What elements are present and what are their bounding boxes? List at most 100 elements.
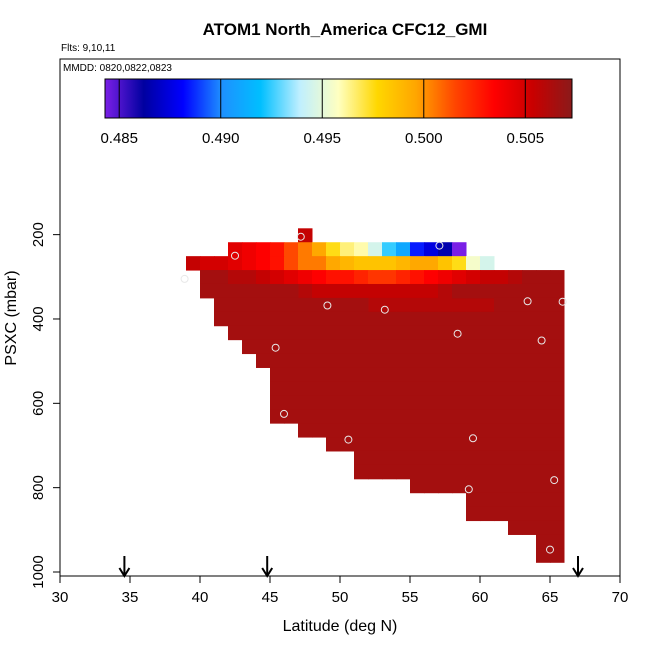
heatmap-cell [382, 325, 397, 341]
heatmap-cell [242, 256, 257, 271]
heatmap-cell [424, 325, 439, 341]
heatmap-cell [298, 283, 313, 299]
heatmap-cell [480, 450, 495, 466]
heatmap-cell [452, 339, 467, 355]
heatmap-cell [340, 270, 355, 285]
heatmap-cell [396, 325, 411, 341]
heatmap-cell [550, 548, 565, 563]
heatmap-cell [522, 492, 537, 508]
heatmap-cell [298, 367, 313, 382]
heatmap-cell [242, 297, 257, 313]
heatmap-cell [550, 409, 565, 424]
heatmap-cell [466, 492, 481, 508]
heatmap-cell [480, 283, 495, 299]
heatmap-cell [396, 409, 411, 424]
heatmap-cell [466, 381, 481, 396]
heatmap-cell [326, 339, 341, 355]
heatmap-cell [228, 256, 243, 271]
flights-note: Flts: 9,10,11 [61, 43, 116, 54]
heatmap-cell [382, 297, 397, 313]
heatmap-cell [494, 395, 509, 410]
heatmap-cell [438, 395, 453, 410]
heatmap-cell [354, 297, 369, 313]
heatmap-cell [354, 256, 369, 271]
chart-title: ATOM1 North_America CFC12_GMI [203, 20, 488, 39]
heatmap-cell [396, 437, 411, 452]
heatmap-cell [340, 283, 355, 299]
heatmap-cell [368, 450, 383, 466]
heatmap-cell [438, 283, 453, 299]
heatmap-cell [326, 437, 341, 452]
heatmap-cell [270, 256, 285, 271]
heatmap-cell [438, 256, 453, 271]
heatmap-cell [368, 395, 383, 410]
heatmap-cell [452, 353, 467, 368]
heatmap-cell [536, 325, 551, 341]
heatmap-cell [312, 367, 327, 382]
heatmap-cell [508, 409, 523, 424]
heatmap-cell [522, 450, 537, 466]
heatmap-cell [522, 353, 537, 368]
heatmap-cell [550, 423, 565, 438]
heatmap-cell [326, 353, 341, 368]
heatmap-cell [522, 478, 537, 494]
heatmap-cell [326, 283, 341, 299]
heatmap-cell [270, 353, 285, 368]
heatmap-cell [368, 353, 383, 368]
heatmap-cell [466, 256, 481, 271]
heatmap-cell [396, 283, 411, 299]
heatmap-cell [340, 311, 355, 327]
heatmap-cell [298, 242, 313, 257]
heatmap-cell [508, 283, 523, 299]
heatmap-cell [466, 395, 481, 410]
heatmap-cell [312, 423, 327, 438]
heatmap-cell [382, 367, 397, 382]
heatmap-cell [522, 409, 537, 424]
heatmap-cell [424, 381, 439, 396]
heatmap-cell [256, 256, 271, 271]
heatmap-cell [508, 339, 523, 355]
heatmap-cell [508, 270, 523, 285]
heatmap-cell [368, 256, 383, 271]
heatmap-cell [480, 297, 495, 313]
heatmap-cell [284, 311, 299, 327]
heatmap-cell [550, 283, 565, 299]
sample-points [180, 232, 567, 554]
heatmap-cell [508, 395, 523, 410]
sample-point [231, 251, 239, 260]
heatmap-cell [242, 325, 257, 341]
heatmap-cell [256, 339, 271, 355]
sample-point [537, 336, 546, 345]
heatmap-cell [494, 339, 509, 355]
heatmap-cell [382, 423, 397, 438]
heatmap-cell [522, 311, 537, 327]
y-tick-label: 800 [30, 475, 47, 500]
heatmap-cell [312, 270, 327, 285]
heatmap-cell [536, 450, 551, 466]
heatmap-cell [536, 506, 551, 522]
heatmap-cell [340, 437, 355, 452]
y-tick-label: 600 [30, 391, 47, 416]
heatmap-cell [536, 409, 551, 424]
heatmap-cell [270, 283, 285, 299]
heatmap-cell [312, 353, 327, 368]
flight-arrow [261, 556, 274, 578]
heatmap-cell [494, 450, 509, 466]
heatmap-cell [312, 395, 327, 410]
heatmap-cell [508, 437, 523, 452]
heatmap-cell [438, 423, 453, 438]
heatmap-cell [312, 311, 327, 327]
heatmap-cell [452, 367, 467, 382]
heatmap-cell [452, 450, 467, 466]
heatmap-cell [424, 270, 439, 285]
heatmap-cell [536, 283, 551, 299]
heatmap-cell [480, 423, 495, 438]
heatmap-cell [326, 297, 341, 313]
heatmap-cell [522, 381, 537, 396]
heatmap-cell [480, 325, 495, 341]
heatmap-cell [550, 534, 565, 549]
heatmap-cell [550, 478, 565, 494]
heatmap-cell [494, 492, 509, 508]
heatmap-cell [508, 381, 523, 396]
heatmap-cell [410, 409, 425, 424]
